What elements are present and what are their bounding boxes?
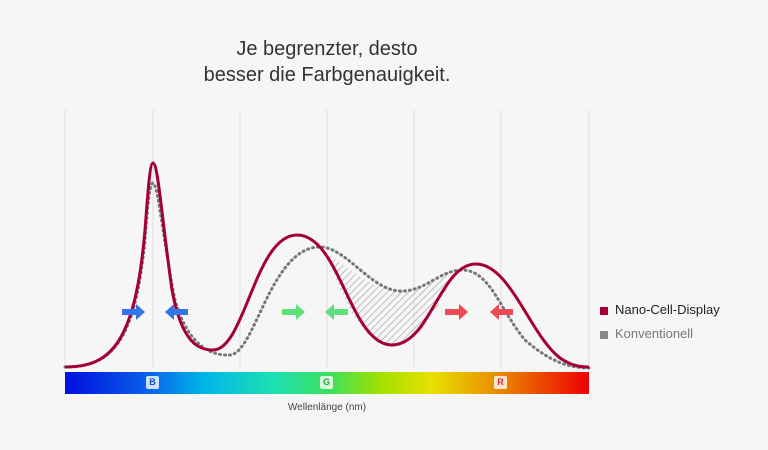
arrows (122, 304, 513, 320)
blue-arrow-left-icon (165, 304, 188, 320)
legend-swatch (600, 330, 608, 339)
nano-cell-curve (64, 161, 590, 369)
legend-swatch (600, 306, 608, 315)
red-arrow-left-icon (490, 304, 513, 320)
blue-arrow-right-icon (122, 304, 145, 320)
title-line-1: Je begrenzter, desto (236, 38, 418, 60)
title-line-2: besser die Farbgenauigkeit. (203, 64, 451, 86)
gridlines (64, 110, 590, 367)
diagram-title: Je begrenzter, desto besser die Farbgena… (0, 36, 654, 88)
legend-label: Nano-Cell-Display (615, 302, 720, 317)
legend-item-nano-cell: Nano-Cell-Display (600, 302, 720, 317)
green-arrow-left-icon (325, 304, 348, 320)
spectrum-label-g: G (320, 376, 333, 389)
spectrum-label-b: B (146, 376, 159, 389)
legend-item-conventional: Konventionell (600, 326, 693, 341)
spectrum-label-r: R (494, 376, 507, 389)
legend-label: Konventionell (615, 326, 694, 341)
x-axis-label: Wellenlänge (nm) (287, 402, 367, 413)
red-arrow-right-icon (445, 304, 468, 320)
green-arrow-right-icon (282, 304, 305, 320)
